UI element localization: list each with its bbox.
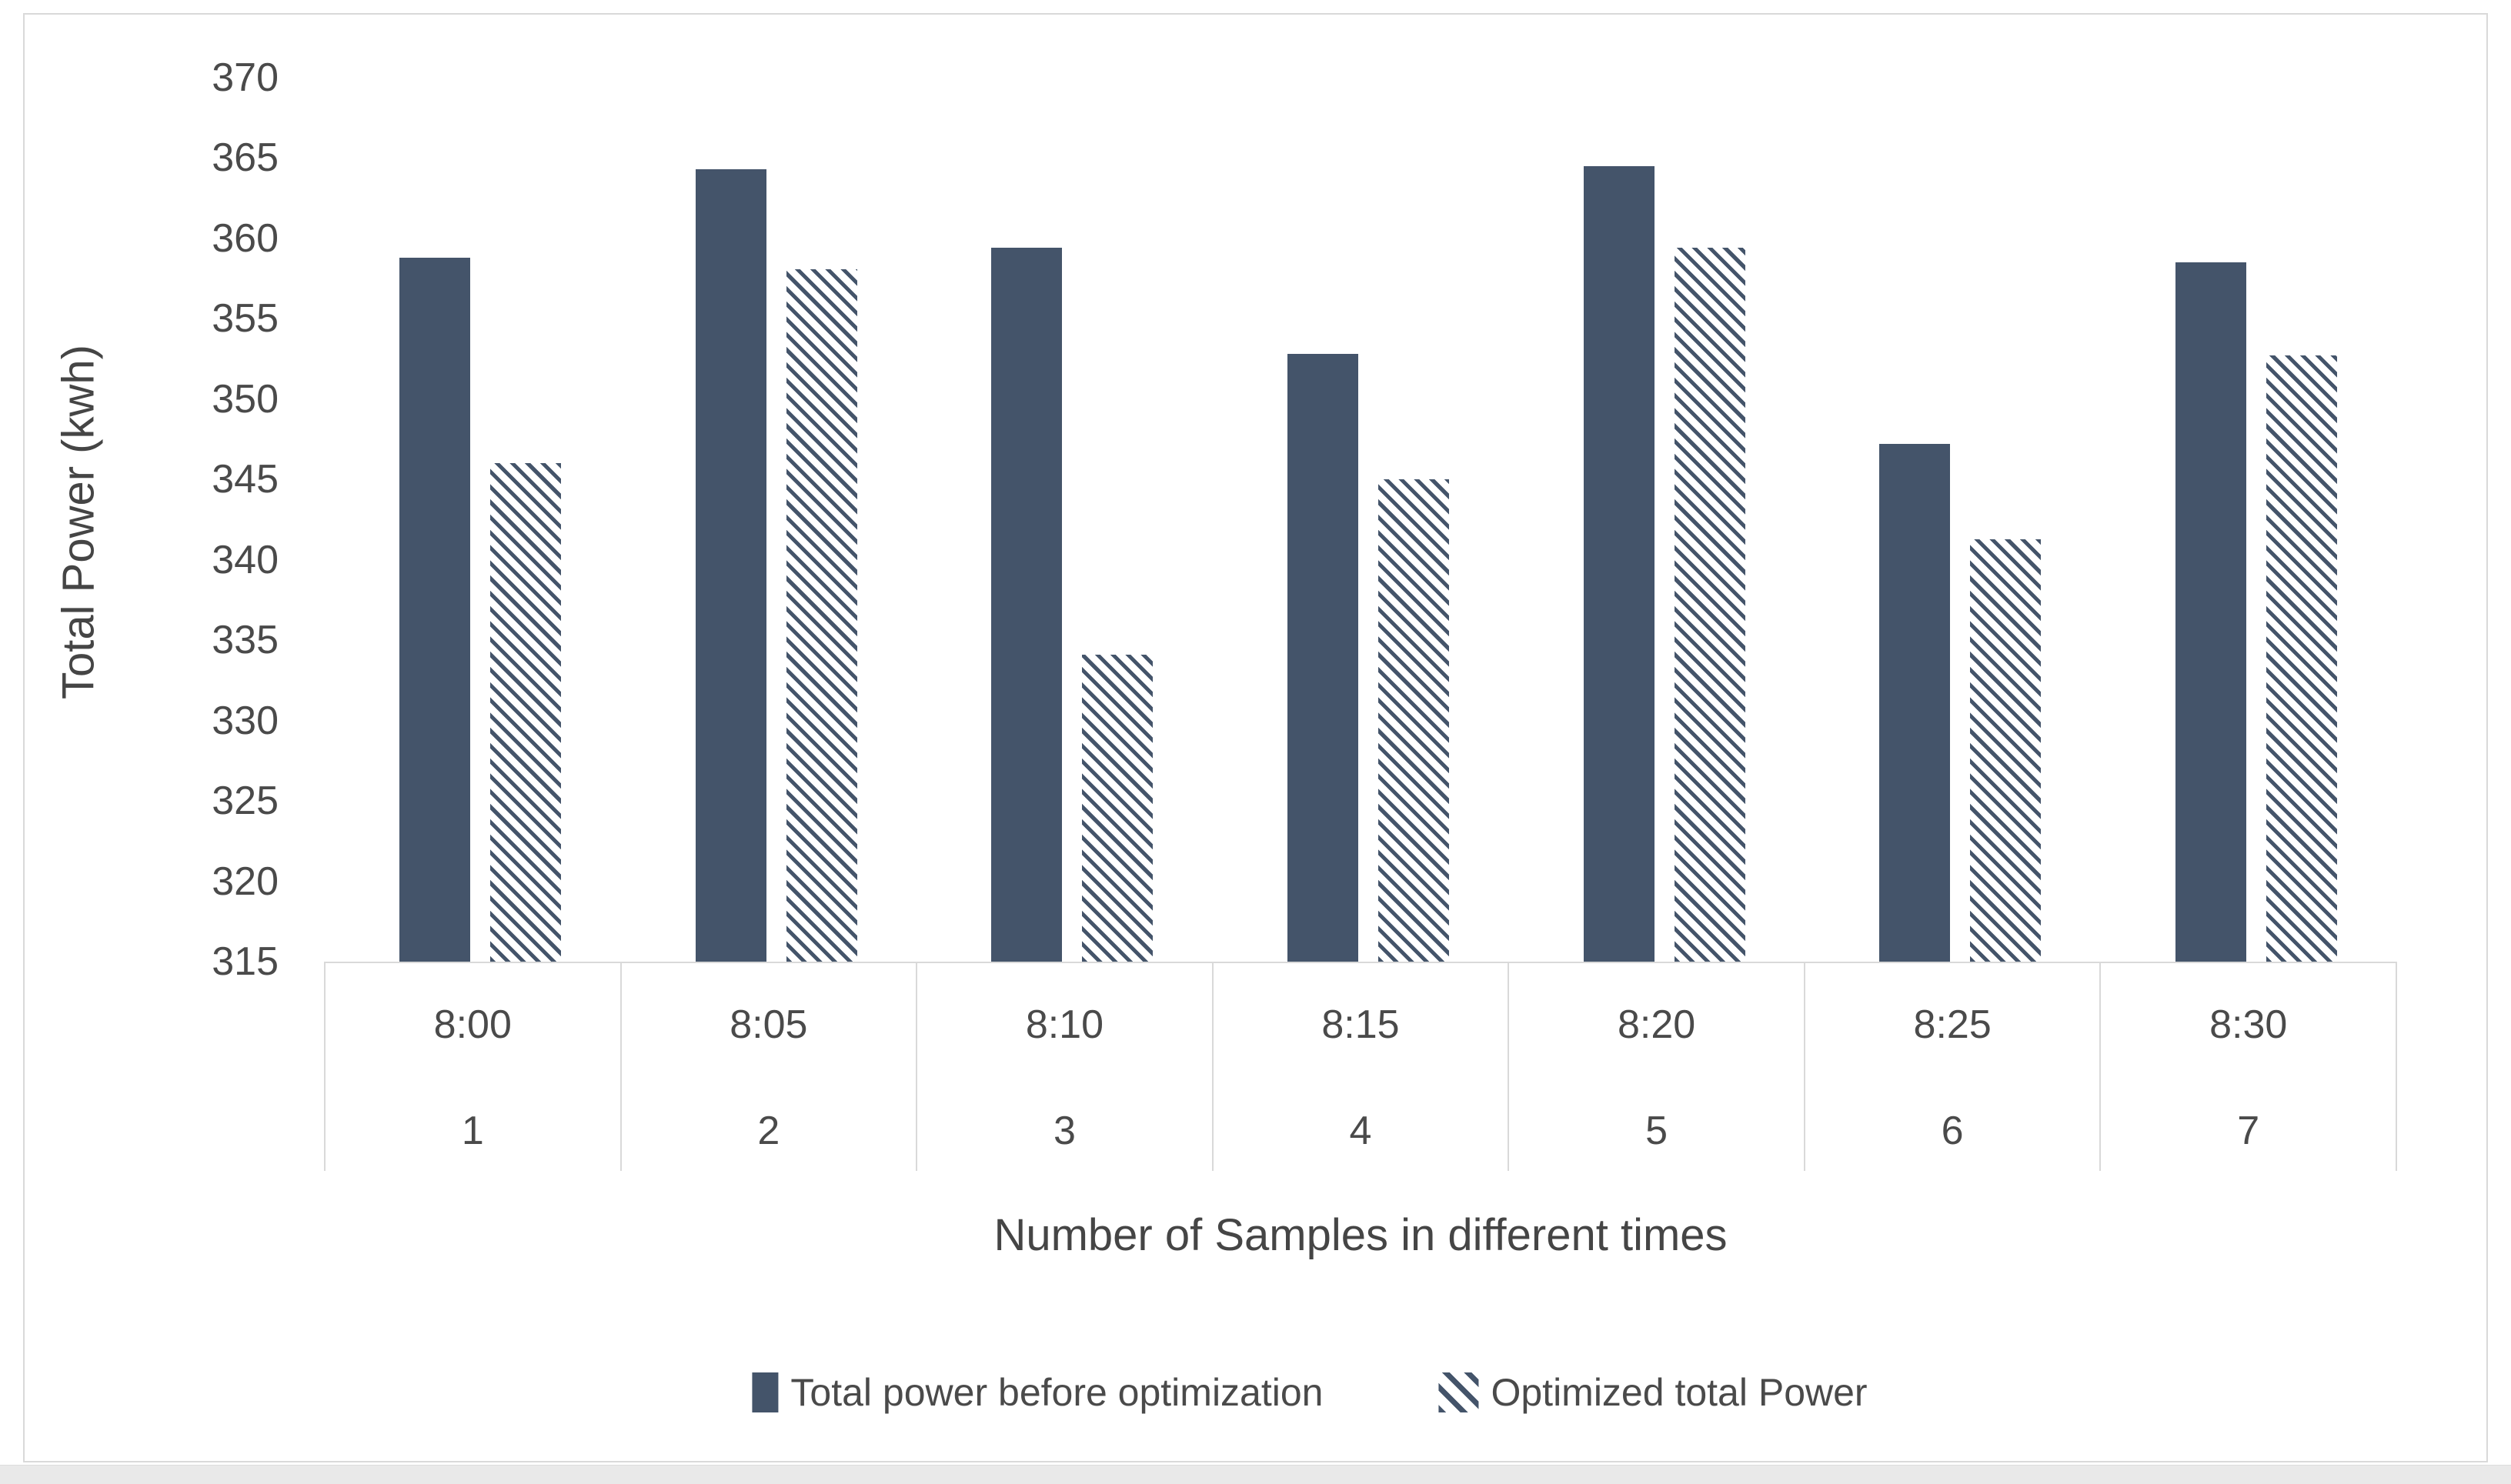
y-tick-label: 320 [212, 859, 279, 904]
legend: Total power before optimization Optimized… [752, 1370, 1868, 1415]
x-tick-time-label: 8:20 [1617, 1002, 1696, 1047]
x-tick-time-label: 8:10 [1025, 1002, 1104, 1047]
bar-before-optimization-1 [399, 257, 471, 962]
category-separator [1803, 962, 1805, 1171]
y-tick-label: 345 [212, 457, 279, 502]
bar-optimized-3 [1082, 654, 1154, 962]
y-tick-label: 325 [212, 779, 279, 824]
legend-label: Optimized total Power [1491, 1371, 1868, 1414]
bar-optimized-5 [1674, 248, 1745, 962]
y-tick-label: 340 [212, 537, 279, 582]
x-tick-sample-label: 5 [1645, 1109, 1668, 1153]
x-tick-time-label: 8:15 [1321, 1002, 1400, 1047]
x-axis-title: Number of Samples in different times [993, 1210, 1728, 1260]
bar-optimized-4 [1378, 479, 1449, 962]
bar-before-optimization-5 [1583, 165, 1655, 962]
x-axis-line [325, 962, 2396, 963]
legend-item: Optimized total Power [1438, 1370, 1868, 1415]
x-tick-sample-label: 6 [1941, 1109, 1964, 1153]
bar-before-optimization-4 [1287, 354, 1358, 962]
x-tick-time-label: 8:00 [433, 1002, 512, 1047]
bar-optimized-6 [1970, 539, 2042, 962]
category-separator [916, 962, 918, 1171]
x-tick-time-label: 8:30 [2209, 1002, 2288, 1047]
legend-item: Total power before optimization [752, 1370, 1323, 1415]
y-tick-label: 350 [212, 376, 279, 422]
window-bottom-strip [0, 1465, 2511, 1484]
category-separator [1211, 962, 1214, 1171]
y-tick-label: 330 [212, 698, 279, 743]
x-tick-time-label: 8:25 [1913, 1002, 1992, 1047]
bar-before-optimization-2 [695, 169, 766, 962]
bar-before-optimization-6 [1879, 444, 1951, 962]
y-tick-label: 360 [212, 215, 279, 261]
bar-optimized-2 [786, 268, 857, 962]
y-tick-label: 365 [212, 135, 279, 181]
y-tick-label: 335 [212, 618, 279, 663]
y-tick-label: 355 [212, 296, 279, 342]
category-separator [1508, 962, 1510, 1171]
bar-before-optimization-7 [2175, 262, 2246, 962]
x-tick-time-label: 8:05 [730, 1002, 808, 1047]
bar-optimized-1 [490, 463, 562, 962]
y-tick-label: 370 [212, 55, 279, 100]
legend-hatch-swatch-icon [1438, 1372, 1479, 1412]
x-tick-sample-label: 1 [461, 1109, 484, 1153]
category-separator [619, 962, 622, 1171]
x-tick-sample-label: 4 [1349, 1109, 1372, 1153]
bar-before-optimization-3 [991, 248, 1063, 962]
x-tick-sample-label: 7 [2237, 1109, 2260, 1153]
x-tick-sample-label: 3 [1053, 1109, 1076, 1153]
legend-solid-swatch-icon [752, 1372, 779, 1412]
category-separator [2396, 962, 2397, 1171]
y-tick-label: 315 [212, 939, 279, 984]
legend-label: Total power before optimization [790, 1371, 1324, 1414]
x-tick-sample-label: 2 [757, 1109, 780, 1153]
category-separator [2099, 962, 2102, 1171]
bar-optimized-7 [2266, 355, 2337, 962]
y-axis-title: Total Power (kwh) [53, 345, 104, 699]
category-separator [324, 962, 326, 1171]
chart-frame: Total Power (kwh) 370 365 360 355 350 345 340 3… [23, 13, 2488, 1462]
